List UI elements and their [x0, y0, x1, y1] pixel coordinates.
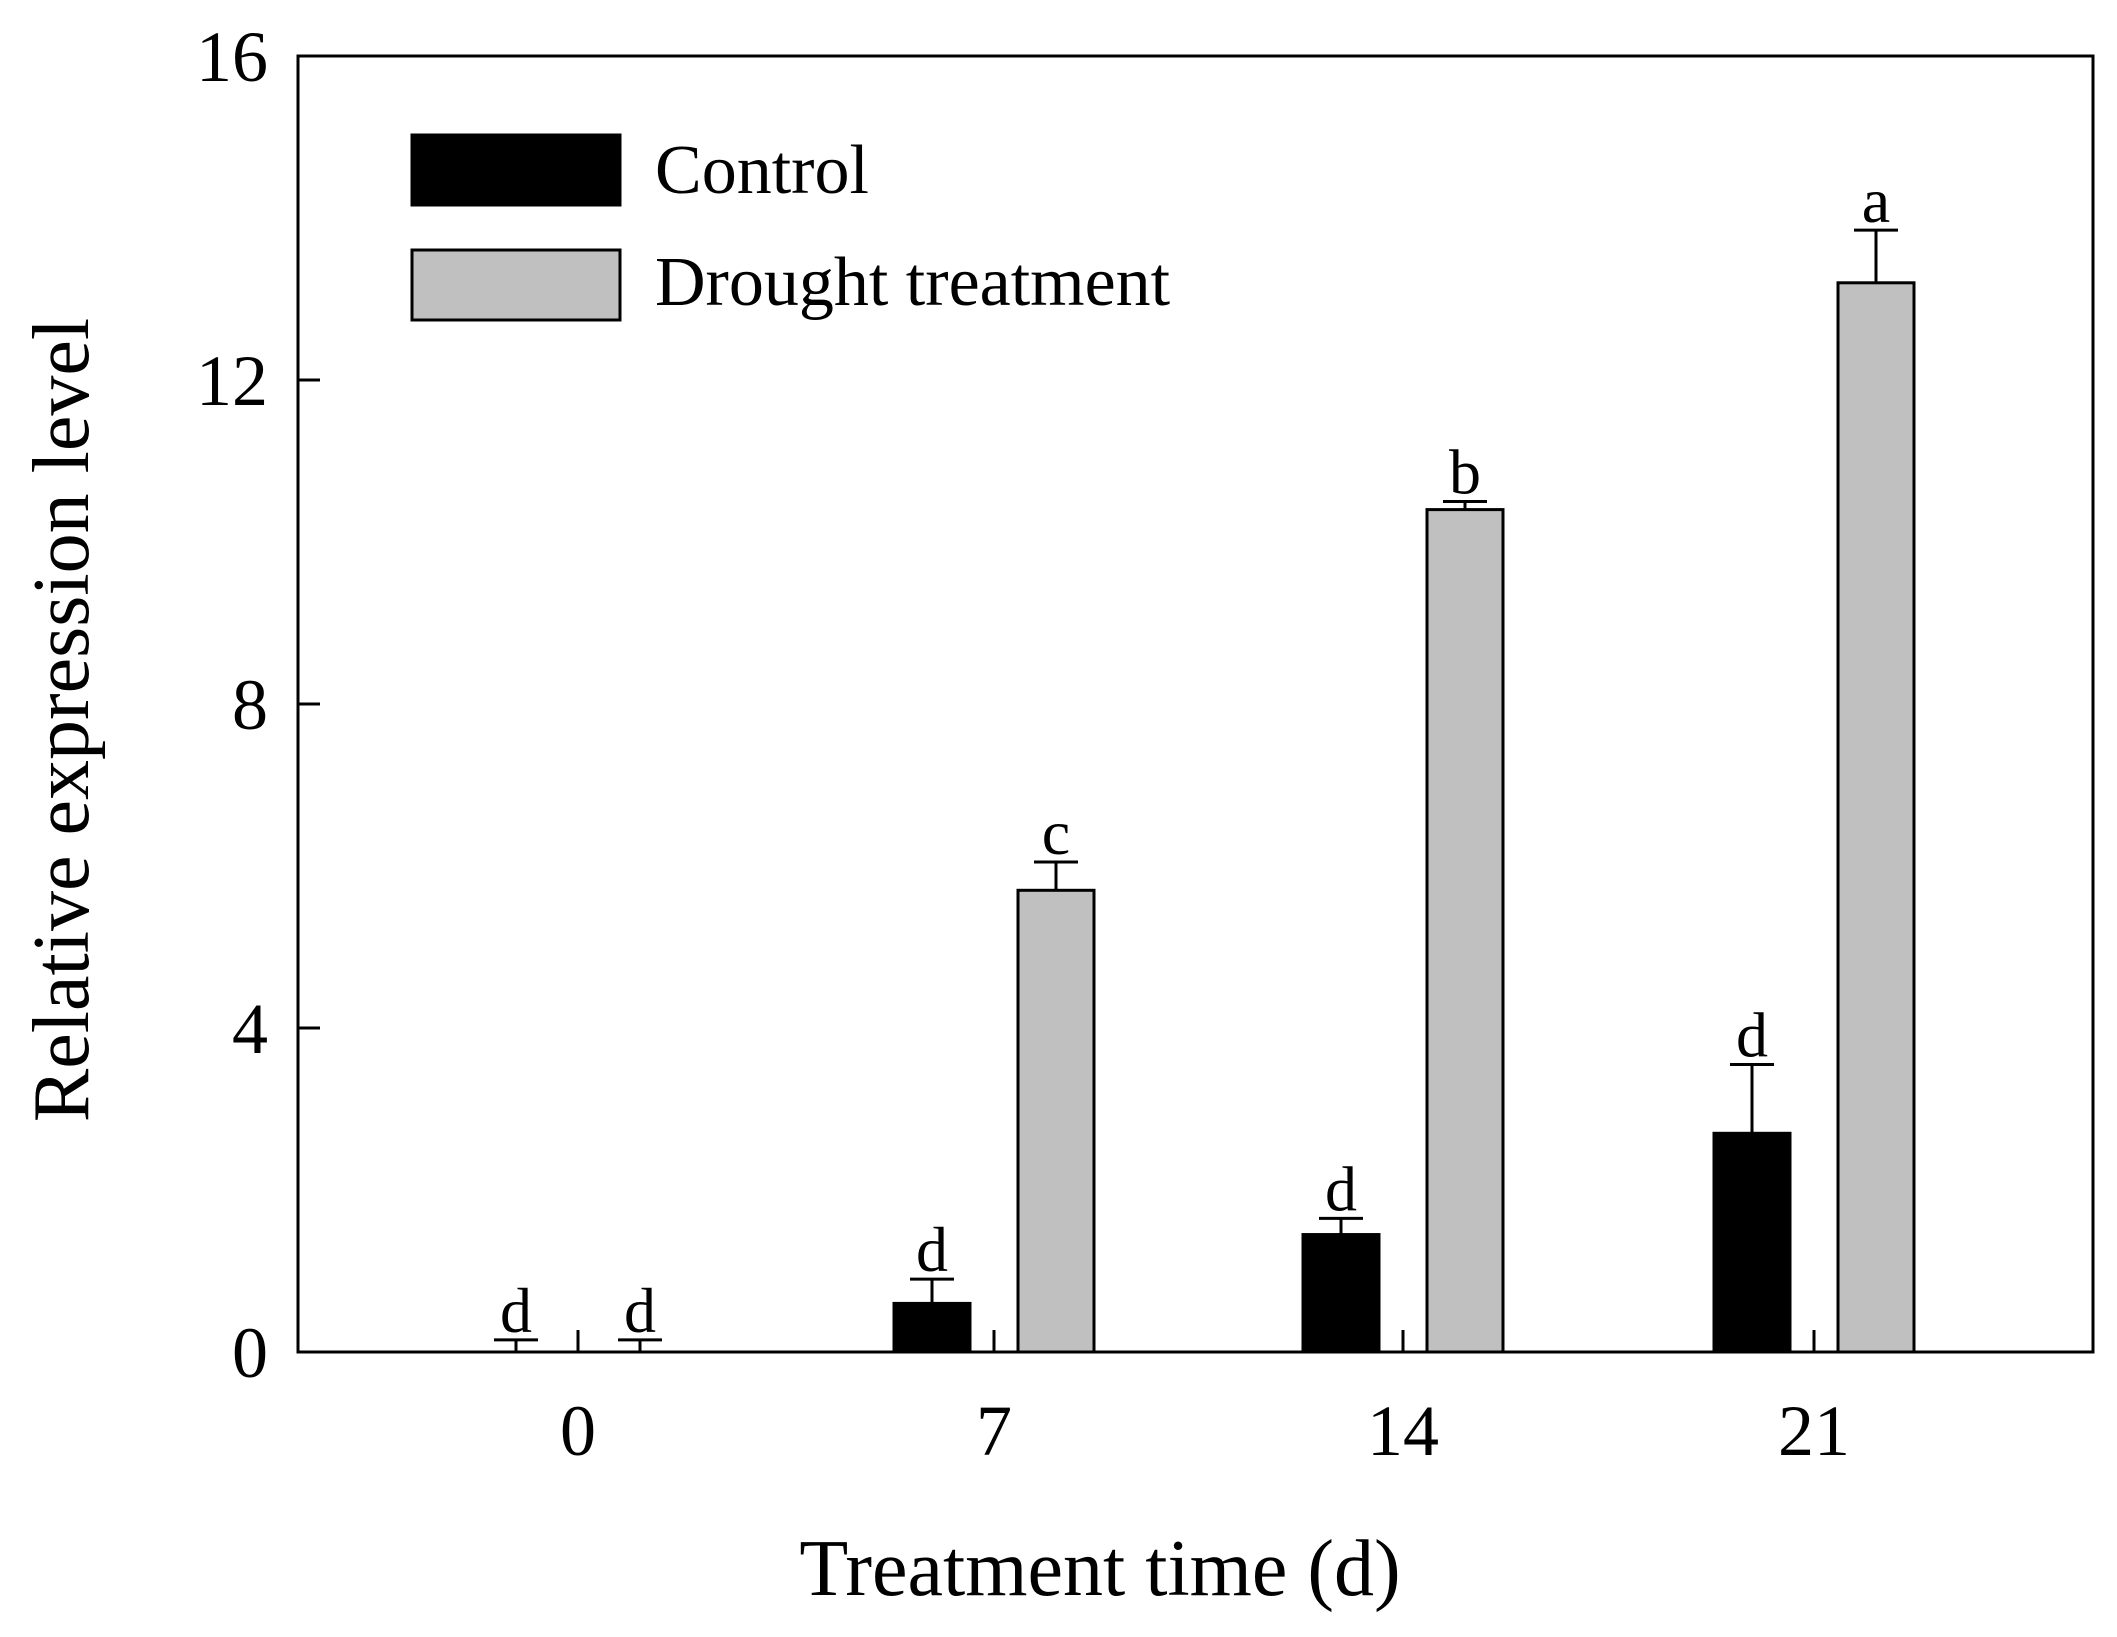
- significance-label: d: [500, 1275, 532, 1346]
- x-axis-title: Treatment time (d): [799, 1525, 1400, 1613]
- y-tick-label: 0: [232, 1313, 268, 1393]
- bar: [1301, 1233, 1381, 1354]
- y-axis: 0 4 8 12 16: [196, 17, 320, 1393]
- legend-label-drought: Drought treatment: [655, 244, 1171, 321]
- y-axis-title: Relative expression level: [18, 318, 106, 1122]
- legend: Control Drought treatment: [410, 132, 1171, 322]
- y-tick-label: 4: [232, 989, 268, 1069]
- bar: [1016, 888, 1096, 1354]
- x-tick-label: 0: [560, 1391, 596, 1471]
- x-tick-label: 7: [976, 1391, 1012, 1471]
- bars-layer: d d d c d b d a: [494, 165, 1916, 1354]
- significance-label: d: [916, 1214, 948, 1285]
- bar: [1712, 1131, 1792, 1354]
- significance-label: d: [1736, 999, 1768, 1070]
- y-tick-label: 8: [232, 665, 268, 745]
- y-tick-label: 12: [196, 341, 268, 421]
- significance-label: b: [1449, 437, 1481, 508]
- significance-label: d: [624, 1275, 656, 1346]
- significance-label: c: [1042, 797, 1070, 868]
- x-tick-label: 21: [1778, 1391, 1850, 1471]
- x-axis: 0 7 14 21: [560, 1330, 1850, 1471]
- bar: [1836, 281, 1916, 1354]
- significance-label: d: [1325, 1153, 1357, 1224]
- x-tick-label: 14: [1367, 1391, 1439, 1471]
- legend-label-control: Control: [655, 132, 869, 209]
- bar: [892, 1301, 972, 1354]
- significance-label: a: [1862, 165, 1890, 236]
- y-tick-label: 16: [196, 17, 268, 97]
- legend-swatch-drought: [410, 248, 622, 322]
- legend-swatch-control: [410, 133, 622, 207]
- bar: [1425, 508, 1505, 1354]
